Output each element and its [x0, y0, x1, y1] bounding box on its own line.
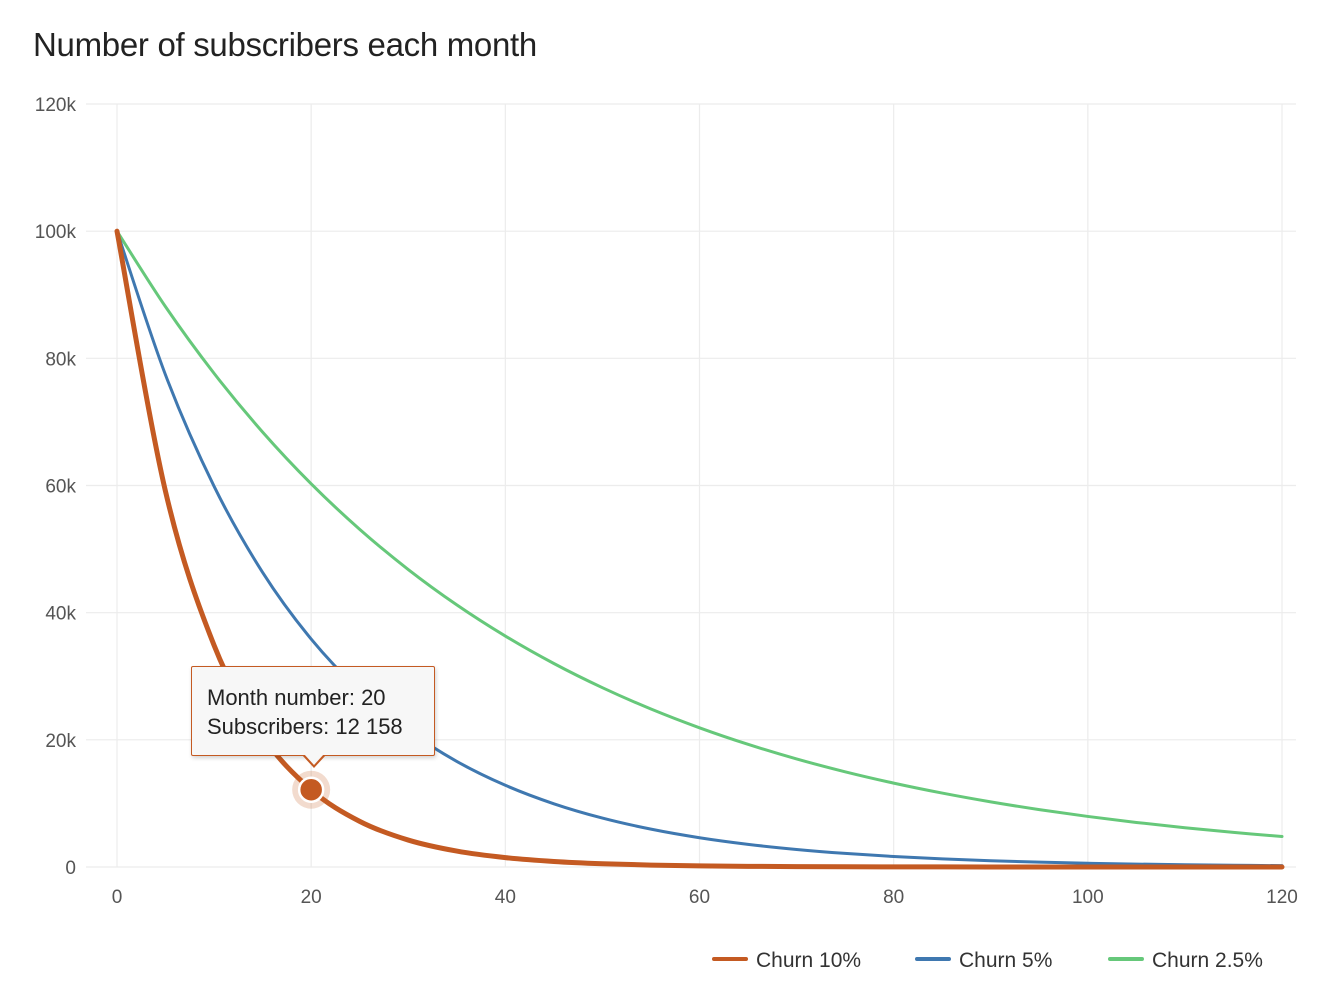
legend-item-churn-10[interactable]: Churn 10%	[712, 949, 861, 972]
tooltip-subscribers: Subscribers: 12 158	[207, 714, 403, 739]
x-tick-label: 0	[112, 887, 123, 908]
legend-label: Churn 2.5%	[1152, 949, 1263, 972]
legend-item-churn-2-5[interactable]: Churn 2.5%	[1108, 949, 1263, 972]
x-tick-label: 40	[495, 887, 516, 908]
legend-item-churn-5[interactable]: Churn 5%	[915, 949, 1052, 972]
series-line-churn-5	[115, 229, 1284, 868]
hover-marker	[292, 770, 331, 809]
y-tick-label: 80k	[45, 349, 76, 370]
x-tick-label: 80	[883, 887, 904, 908]
y-tick-label: 100k	[35, 222, 77, 243]
y-tick-label: 60k	[45, 477, 76, 498]
series-line-churn-2-5	[115, 229, 1284, 839]
y-tick-label: 120k	[35, 95, 77, 116]
chart-legend[interactable]: Churn 10% Churn 5% Churn 2.5%	[712, 949, 1263, 972]
tooltip: Month number: 20 Subscribers: 12 158	[191, 666, 435, 768]
axis-tick-labels: 0 20k 40k 60k 80k 100k 120k 0 20 40 60 80 100 120	[35, 95, 1298, 908]
x-tick-label: 20	[301, 887, 322, 908]
data-point-marker	[297, 776, 325, 803]
legend-label: Churn 5%	[959, 949, 1052, 972]
chart-title: Number of subscribers each month	[33, 26, 537, 63]
x-tick-label: 120	[1266, 887, 1298, 908]
tooltip-month: Month number: 20	[207, 685, 386, 710]
legend-label: Churn 10%	[756, 949, 861, 972]
x-tick-label: 60	[689, 887, 710, 908]
y-tick-label: 40k	[45, 604, 76, 625]
x-tick-label: 100	[1072, 887, 1104, 908]
y-tick-label: 0	[65, 858, 76, 879]
y-tick-label: 20k	[45, 731, 76, 752]
